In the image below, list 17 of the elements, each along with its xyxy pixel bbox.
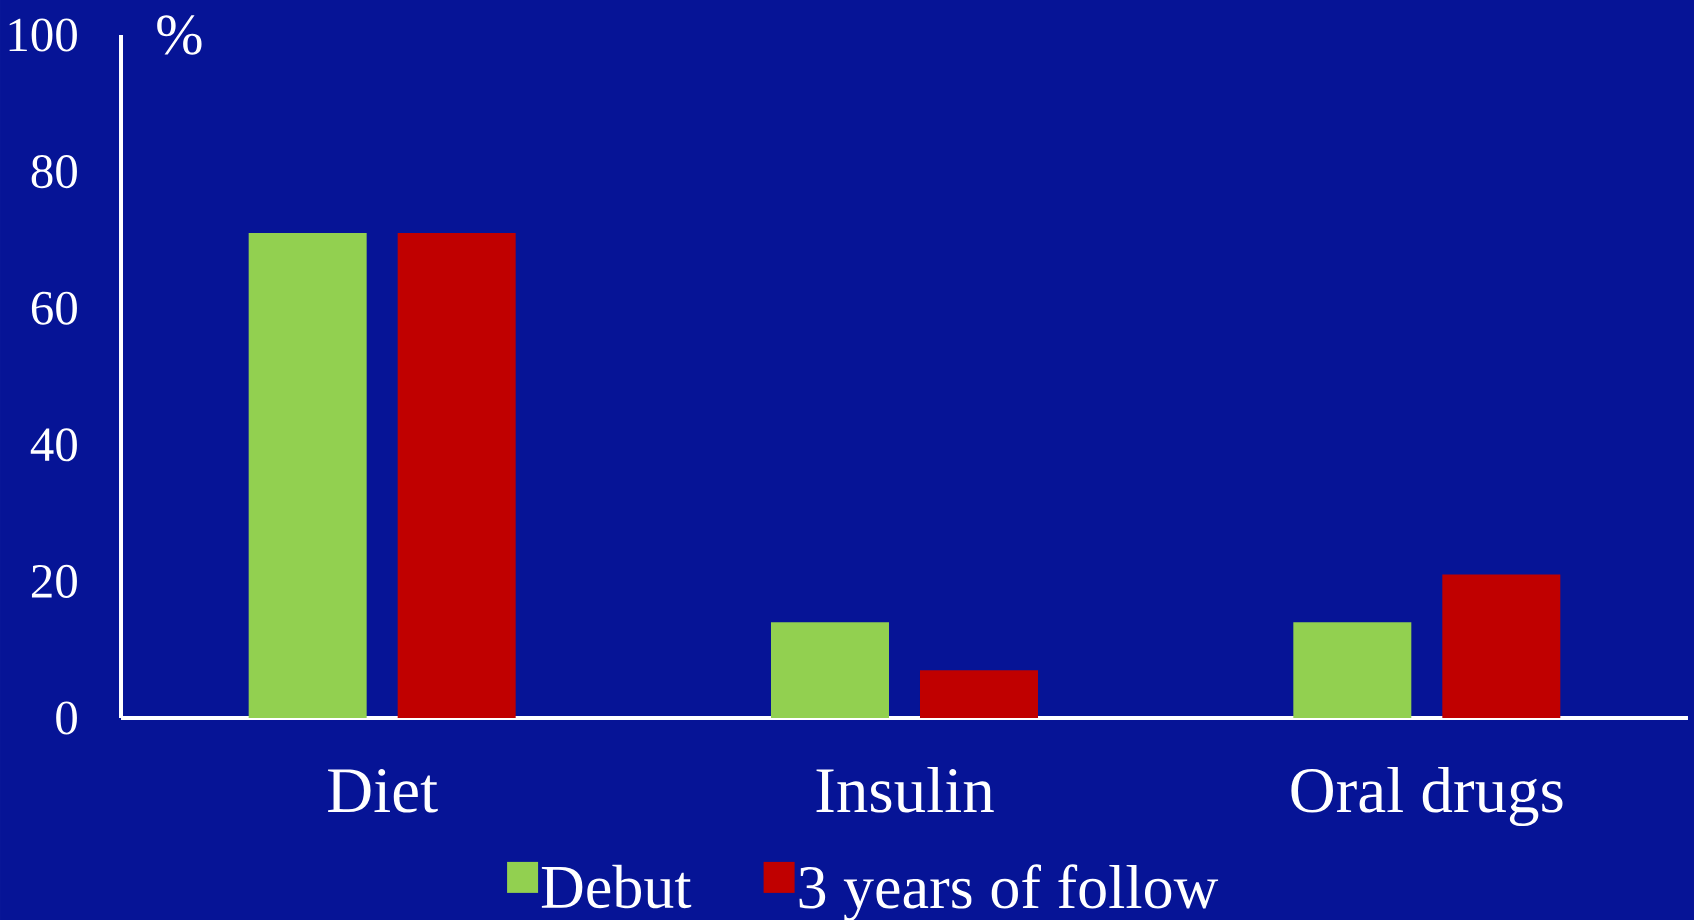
bar bbox=[397, 233, 516, 718]
x-tick-label: Insulin bbox=[816, 766, 994, 813]
bar bbox=[1442, 574, 1561, 718]
y-tick-label: 100 bbox=[9, 18, 77, 52]
legend-label: Debut bbox=[541, 864, 692, 909]
bar bbox=[920, 670, 1038, 718]
bar bbox=[248, 233, 367, 718]
bar bbox=[1293, 622, 1412, 718]
y-tick-label: 20 bbox=[31, 564, 77, 598]
y-axis-title: % bbox=[157, 15, 202, 55]
y-tick-label: 60 bbox=[31, 291, 77, 325]
x-tick-label: Oral drugs bbox=[1291, 766, 1563, 827]
y-tick-label: 40 bbox=[30, 428, 77, 462]
y-tick-label: 80 bbox=[31, 155, 77, 189]
y-tick-label: 0 bbox=[56, 701, 77, 735]
bar bbox=[771, 622, 889, 718]
x-tick-label: Diet bbox=[328, 768, 438, 813]
